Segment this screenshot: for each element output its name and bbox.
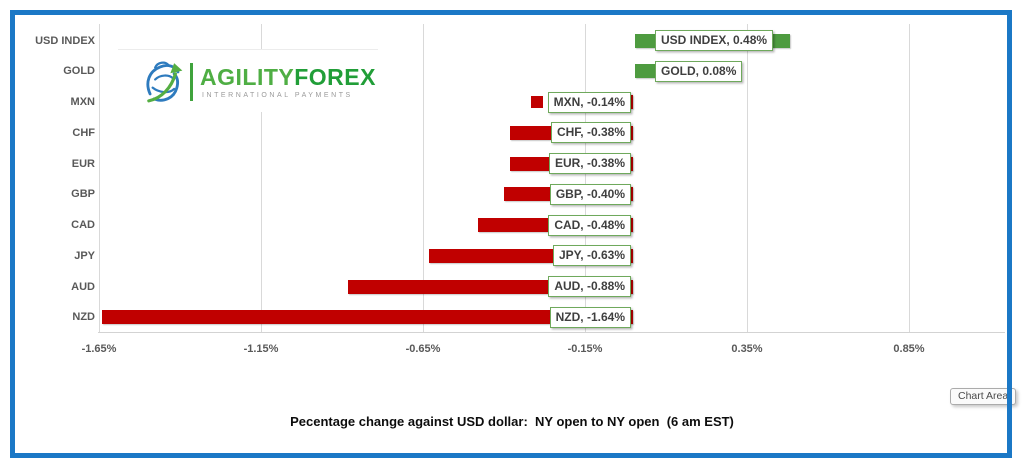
category-label-nzd: NZD <box>72 311 95 324</box>
data-label-cad[interactable]: CAD, -0.48% <box>548 215 631 236</box>
data-label-gbp[interactable]: GBP, -0.40% <box>549 184 631 205</box>
x-tick-0.35%: 0.35% <box>731 343 763 355</box>
data-label-aud[interactable]: AUD, -0.88% <box>548 276 631 297</box>
legend-key-mxn <box>531 96 543 108</box>
logo-brand-secondary: FOREX <box>294 64 376 90</box>
data-label-mxn[interactable]: MXN, -0.14% <box>547 92 631 113</box>
data-label-chf[interactable]: CHF, -0.38% <box>550 122 631 143</box>
category-label-usd-index: USD INDEX <box>35 34 95 47</box>
gridline--0.65% <box>423 24 424 332</box>
x-tick--0.15%: -0.15% <box>567 343 603 355</box>
category-label-eur: EUR <box>71 157 95 170</box>
gridline--1.15% <box>261 24 262 332</box>
logo-separator <box>190 63 193 101</box>
bar-gold[interactable] <box>635 64 660 78</box>
category-label-mxn: MXN <box>70 96 95 108</box>
category-label-chf: CHF <box>72 126 95 139</box>
chart-area-tooltip: Chart Area <box>950 388 1017 405</box>
logo-wordmark: AGILITYFOREX <box>200 64 376 91</box>
x-axis-line <box>98 332 1005 333</box>
globe-arrow-icon <box>146 61 183 103</box>
category-label-gold: GOLD <box>63 65 95 78</box>
logo-brand-primary: AGILITY <box>200 64 295 90</box>
gridline--0.15% <box>585 24 586 332</box>
data-label-nzd[interactable]: NZD, -1.64% <box>549 307 631 328</box>
category-label-jpy: JPY <box>74 249 95 262</box>
bar-nzd[interactable] <box>102 310 633 324</box>
logo-tagline: INTERNATIONAL PAYMENTS <box>202 92 353 99</box>
x-tick--1.15%: -1.15% <box>243 343 279 355</box>
data-label-jpy[interactable]: JPY, -0.63% <box>552 245 631 266</box>
chart-title[interactable]: Pecentage change against USD dollar: NY … <box>290 414 734 429</box>
data-label-usd-index[interactable]: USD INDEX, 0.48% <box>655 30 774 51</box>
category-label-cad: CAD <box>71 219 95 231</box>
data-label-gold[interactable]: GOLD, 0.08% <box>655 61 743 82</box>
category-label-aud: AUD <box>71 280 95 293</box>
agilityforex-logo[interactable]: AGILITYFOREX INTERNATIONAL PAYMENTS <box>118 49 378 112</box>
data-label-eur[interactable]: EUR, -0.38% <box>548 153 631 174</box>
x-tick-0.85%: 0.85% <box>893 343 925 355</box>
gridline-0.85% <box>909 24 910 332</box>
gridline-0.35% <box>747 24 748 332</box>
category-label-gbp: GBP <box>71 188 95 201</box>
x-tick--1.65%: -1.65% <box>81 343 117 355</box>
gridline--1.65% <box>99 24 100 332</box>
x-tick--0.65%: -0.65% <box>405 343 441 355</box>
